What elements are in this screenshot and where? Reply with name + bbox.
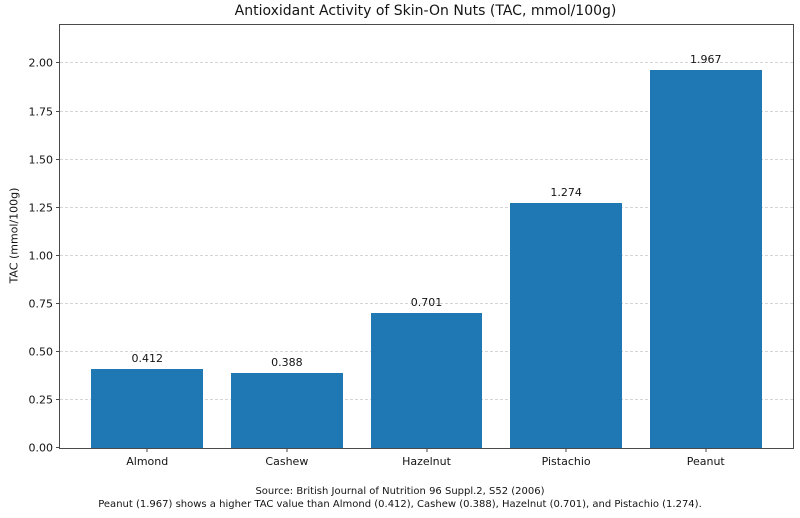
gridline <box>60 302 793 304</box>
bar-value-label: 1.274 <box>550 186 582 200</box>
y-axis-label: TAC (mmol/100g) <box>7 187 21 284</box>
x-tick-mark <box>146 448 148 452</box>
y-tick-mark <box>56 110 60 112</box>
gridline <box>60 110 793 112</box>
y-tick-label: 1.25 <box>28 201 54 215</box>
bar-value-label: 1.967 <box>689 52 722 66</box>
y-axis-label-container: TAC (mmol/100g) <box>2 24 26 447</box>
x-tick-label: Almond <box>126 455 169 468</box>
y-tick-mark <box>56 447 60 448</box>
plot-area: 0.00 0.25 0.50 0.75 1.00 1.25 1.50 1.75 2.00 0.41… <box>29 24 794 468</box>
gridline <box>60 254 793 256</box>
footer: Source: British Journal of Nutrition 96 … <box>0 485 800 511</box>
y-tick-label: 0.75 <box>28 297 54 311</box>
bar-value-label: 0.701 <box>410 296 443 310</box>
bar-cashew <box>231 373 343 448</box>
y-tick-label: 2.00 <box>28 56 54 70</box>
chart-title: Antioxidant Activity of Skin-On Nuts (TA… <box>234 3 617 19</box>
x-tick-mark <box>286 448 288 452</box>
bar-pistachio <box>510 203 622 448</box>
y-tick-label: 1.00 <box>28 249 54 263</box>
x-tick-mark <box>705 448 707 452</box>
y-tick-label: 0.25 <box>28 393 54 407</box>
y-tick-mark <box>56 62 60 64</box>
x-tick-label: Pistachio <box>541 455 591 468</box>
y-tick-mark <box>56 398 60 400</box>
x-tick-mark <box>565 448 567 452</box>
x-tick-label: Cashew <box>265 455 309 468</box>
x-tick-mark <box>426 448 427 452</box>
gridline <box>60 206 793 208</box>
x-tick-label: Hazelnut <box>402 455 451 468</box>
y-tick-mark <box>56 206 60 208</box>
bar-almond <box>91 368 204 448</box>
y-tick-label: 0.50 <box>28 345 54 359</box>
y-tick-label: 0.00 <box>28 441 54 455</box>
bar-peanut <box>649 69 762 448</box>
y-tick-mark <box>56 302 60 304</box>
gridline <box>60 62 793 64</box>
y-tick-mark <box>56 350 60 352</box>
y-tick-label: 1.50 <box>28 153 54 167</box>
bar-value-label: 0.412 <box>131 351 164 365</box>
caption-note: Peanut (1.967) shows a higher TAC value … <box>98 499 702 510</box>
gridline <box>60 158 793 160</box>
bar-hazelnut <box>370 313 483 448</box>
y-tick-mark <box>56 254 60 256</box>
y-tick-mark <box>56 158 60 160</box>
bar-value-label: 0.388 <box>271 356 303 370</box>
source-note: Source: British Journal of Nutrition 96 … <box>255 486 545 497</box>
x-tick-label: Peanut <box>686 455 725 468</box>
y-tick-label: 1.75 <box>28 105 54 119</box>
